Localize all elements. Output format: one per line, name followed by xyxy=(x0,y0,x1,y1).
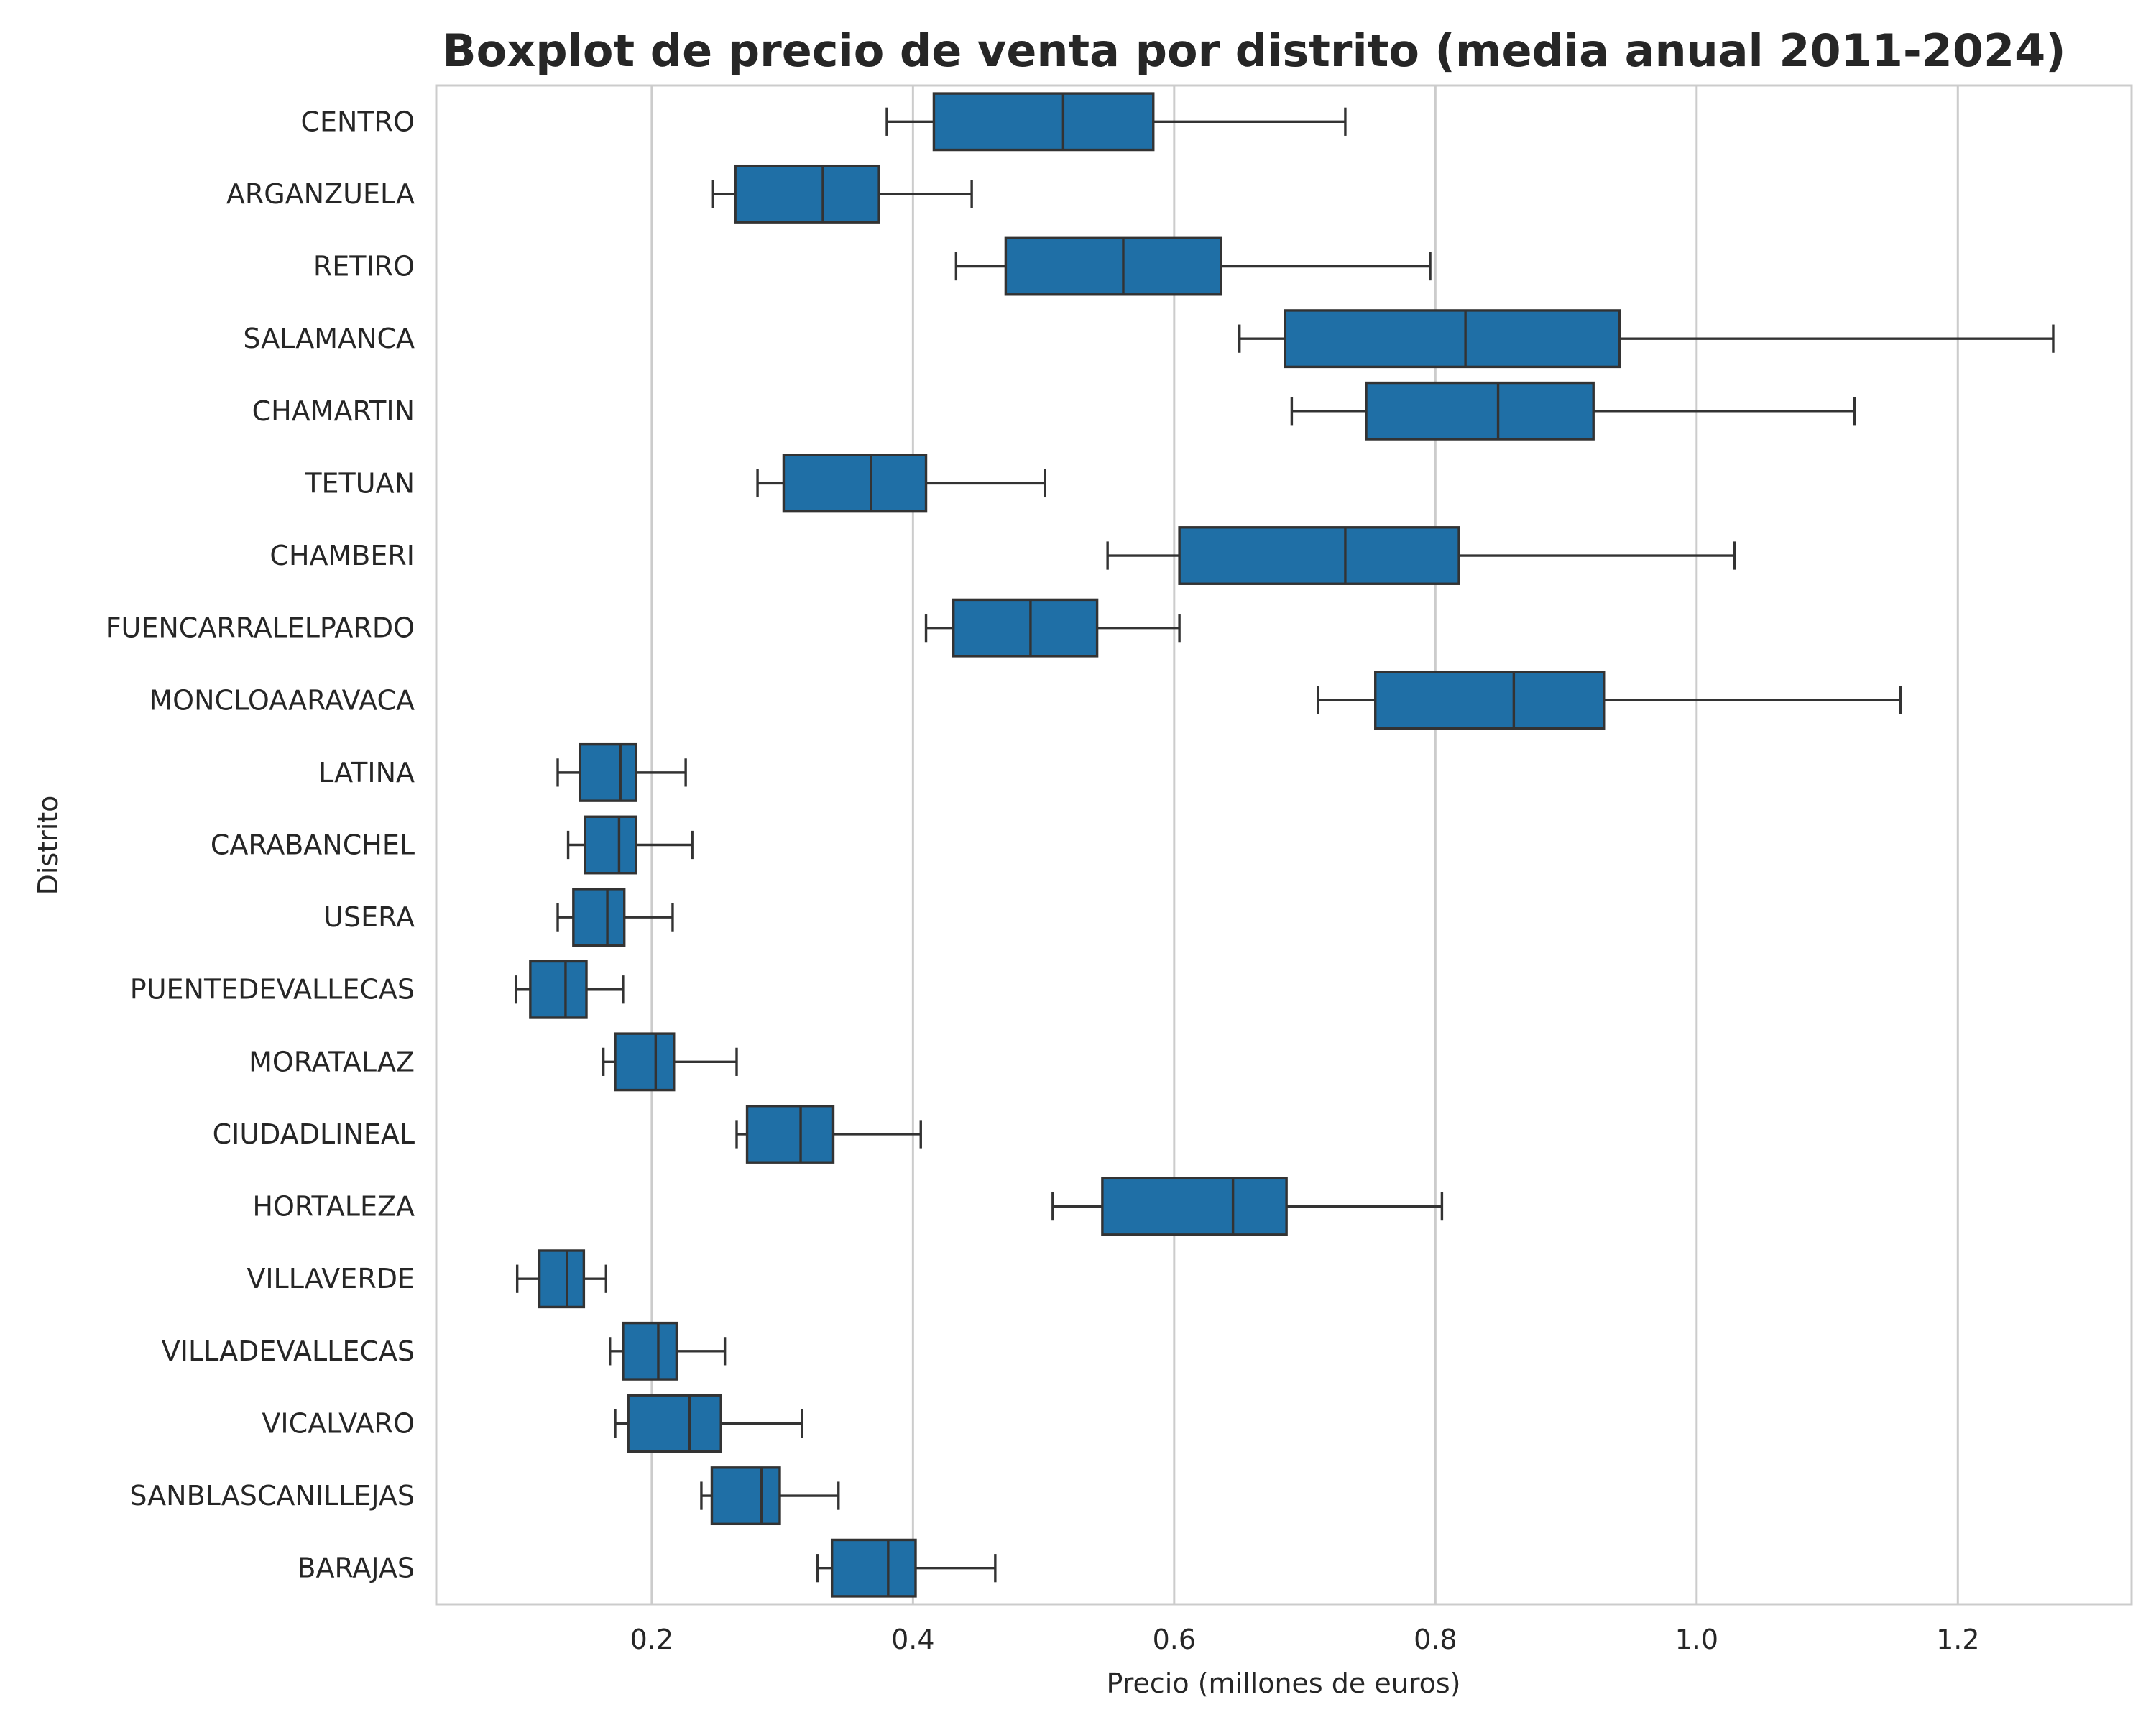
iqr-box xyxy=(1365,381,1595,441)
iqr-box xyxy=(538,1249,586,1309)
y-tick-label: HORTALEZA xyxy=(252,1191,415,1223)
y-tick-label: ARGANZUELA xyxy=(226,178,415,210)
y-tick-label: CIUDADLINEAL xyxy=(213,1118,415,1150)
y-tick-label: SALAMANCA xyxy=(243,323,415,354)
y-tick-label: RETIRO xyxy=(313,251,415,282)
iqr-box xyxy=(584,815,637,875)
x-tick-label: 0.6 xyxy=(1153,1624,1196,1655)
y-tick-label: VICALVARO xyxy=(262,1407,415,1439)
y-tick-label: CARABANCHEL xyxy=(211,829,415,861)
y-tick-labels: CENTRO ARGANZUELA RETIRO SALAMANCA CHAMARTIN… xyxy=(106,106,415,1583)
iqr-box xyxy=(579,742,637,802)
iqr-box xyxy=(614,1032,676,1092)
y-tick-label: TETUAN xyxy=(304,467,415,499)
y-axis-label: Distrito xyxy=(32,796,64,896)
boxes xyxy=(515,92,2055,1598)
iqr-box xyxy=(830,1538,917,1598)
box-group xyxy=(515,1249,607,1309)
box-group xyxy=(1317,671,1902,730)
x-tick-label: 1.2 xyxy=(1936,1624,1979,1655)
box-group xyxy=(1051,1177,1444,1236)
box-group xyxy=(756,454,1046,513)
plot-frame xyxy=(435,84,2133,1606)
box-group xyxy=(609,1321,727,1381)
x-tick-label: 1.0 xyxy=(1675,1624,1718,1655)
x-axis-label: Precio (millones de euros) xyxy=(1107,1668,1461,1699)
box-group xyxy=(700,1466,840,1526)
y-tick-label: BARAJAS xyxy=(297,1552,415,1584)
y-tick-label: MONCLOAARAVACA xyxy=(149,684,415,716)
box-group xyxy=(556,742,687,802)
box-group xyxy=(816,1538,997,1598)
box-group xyxy=(566,815,694,875)
box-group xyxy=(735,1105,922,1164)
iqr-box xyxy=(745,1105,835,1164)
box-group xyxy=(885,92,1347,152)
y-tick-label: VILLADEVALLECAS xyxy=(162,1335,415,1367)
y-tick-label: VILLAVERDE xyxy=(247,1263,415,1294)
box-group xyxy=(711,164,973,224)
box-group xyxy=(515,960,625,1019)
y-tick-label: MORATALAZ xyxy=(249,1046,415,1077)
iqr-box xyxy=(1178,526,1460,585)
box-group xyxy=(556,888,674,947)
iqr-box xyxy=(529,960,588,1019)
iqr-box xyxy=(952,598,1099,658)
x-tick-label: 0.4 xyxy=(891,1624,934,1655)
iqr-box xyxy=(627,1394,722,1453)
x-tick-label: 0.8 xyxy=(1414,1624,1457,1655)
y-tick-label: CHAMARTIN xyxy=(252,395,415,427)
iqr-box xyxy=(1101,1177,1288,1236)
x-tick-labels: 0.2 0.4 0.6 0.8 1.0 1.2 xyxy=(630,1624,1980,1655)
iqr-box xyxy=(1374,671,1606,730)
iqr-box xyxy=(782,454,928,513)
iqr-box xyxy=(734,164,880,224)
box-group xyxy=(1290,381,1856,441)
y-tick-label: FUENCARRALELPARDO xyxy=(106,612,415,644)
box-group xyxy=(1106,526,1736,585)
iqr-box xyxy=(622,1321,678,1381)
y-tick-label: CHAMBERI xyxy=(270,540,415,571)
y-tick-label: USERA xyxy=(323,901,415,933)
box-group xyxy=(602,1032,738,1092)
x-tick-label: 0.2 xyxy=(630,1624,673,1655)
box-group xyxy=(614,1394,803,1453)
box-group xyxy=(924,598,1181,658)
box-group xyxy=(1238,309,2055,369)
y-tick-label: CENTRO xyxy=(301,106,415,137)
chart-title: Boxplot de precio de venta por distrito … xyxy=(442,24,2065,77)
box-group xyxy=(954,236,1432,296)
iqr-box xyxy=(1284,309,1621,369)
iqr-box xyxy=(710,1466,781,1526)
y-tick-label: PUENTEDEVALLECAS xyxy=(130,974,415,1006)
iqr-box xyxy=(572,888,626,947)
y-tick-label: LATINA xyxy=(318,757,415,788)
y-tick-label: SANBLASCANILLEJAS xyxy=(129,1480,415,1512)
iqr-box xyxy=(932,92,1155,152)
iqr-box xyxy=(1004,236,1222,296)
